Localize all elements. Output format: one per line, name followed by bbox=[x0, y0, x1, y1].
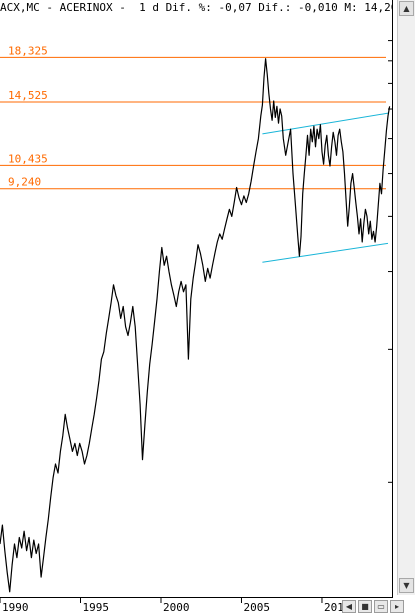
price-line bbox=[0, 58, 391, 593]
x-tick-label: 2000 bbox=[163, 601, 190, 614]
levels-layer: 18,325 14,525 10,435 9,240 bbox=[0, 44, 386, 190]
x-tick-label: 1995 bbox=[82, 601, 109, 614]
channel-line bbox=[262, 112, 389, 135]
channel-layer bbox=[262, 112, 389, 263]
channel-line bbox=[262, 242, 389, 263]
series-layer bbox=[0, 58, 391, 593]
bottom-controls: ◀ ■ ▭ ▸ bbox=[342, 600, 404, 614]
scroll-left-button[interactable]: ◀ bbox=[342, 600, 356, 613]
x-tick-label: 1990 bbox=[2, 601, 29, 614]
level-label: 10,435 bbox=[8, 152, 48, 165]
vertical-scrollbar[interactable]: ▲ ▼ bbox=[397, 0, 415, 595]
scroll-right-button[interactable]: ▸ bbox=[390, 600, 404, 613]
window-button[interactable]: ▭ bbox=[374, 600, 388, 613]
stop-button[interactable]: ■ bbox=[358, 600, 372, 613]
scroll-up-button[interactable]: ▲ bbox=[399, 1, 414, 16]
axes-layer: 246810121416182019901995200020052010 bbox=[0, 0, 393, 614]
level-label: 14,525 bbox=[8, 89, 48, 102]
x-tick-label: 2005 bbox=[243, 601, 270, 614]
level-label: 9,240 bbox=[8, 176, 41, 189]
chart-header: ACX,MC - ACERINOX - 1 d Dif. %: -0,07 Di… bbox=[0, 1, 392, 14]
level-label: 18,325 bbox=[8, 44, 48, 57]
scroll-down-button[interactable]: ▼ bbox=[399, 578, 414, 593]
